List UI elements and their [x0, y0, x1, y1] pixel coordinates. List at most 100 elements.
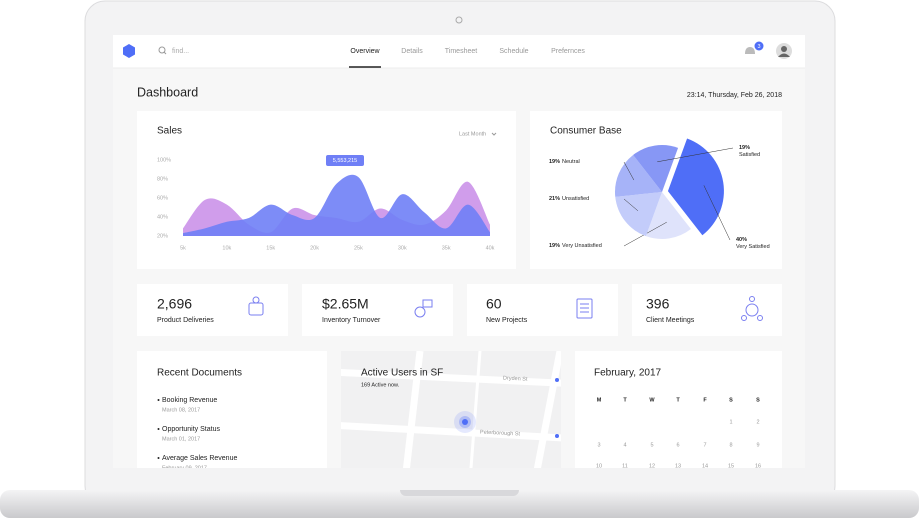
calendar-day[interactable]: 3: [597, 442, 600, 448]
calendar-day[interactable]: 16: [755, 463, 761, 469]
stat-label: Client Meetings: [646, 317, 695, 324]
sales-card: [137, 111, 516, 269]
calendar-day[interactable]: 1: [729, 419, 732, 425]
calendar-day[interactable]: 12: [649, 463, 655, 469]
x-tick-label: 5k: [180, 245, 186, 251]
search-input[interactable]: find...: [172, 48, 189, 55]
search-icon: [163, 51, 167, 55]
nav-tab[interactable]: Schedule: [499, 48, 528, 55]
calendar-card: [575, 351, 782, 468]
base-notch: [400, 490, 519, 496]
calendar-day[interactable]: 5: [650, 442, 653, 448]
card-title: February, 2017: [594, 368, 662, 379]
meetings-icon: [745, 303, 759, 317]
calendar-day[interactable]: 10: [596, 463, 602, 469]
stat-card: [467, 284, 618, 336]
pie-label: 21% Unsatisfied: [549, 196, 589, 202]
pie-value-label: 19%: [739, 145, 750, 151]
calendar-day[interactable]: 7: [703, 442, 706, 448]
projects-icon: [576, 298, 593, 319]
nav-tab[interactable]: Details: [401, 48, 423, 55]
pie-label: 40% Very Satisfied: [736, 237, 770, 250]
pie-category: Neutral: [562, 159, 580, 165]
nav-tab[interactable]: Overview: [350, 48, 380, 55]
street: [469, 351, 482, 468]
pie-category: Very Unsatisfied: [562, 243, 602, 249]
pie-slice: [615, 154, 662, 197]
x-tick-label: 30k: [398, 245, 407, 251]
calendar-day[interactable]: 8: [729, 442, 732, 448]
pie-category: Satisfied: [739, 152, 760, 158]
user-cluster[interactable]: [462, 419, 468, 425]
weekday: F: [703, 397, 707, 403]
nav-tab[interactable]: Timesheet: [445, 48, 477, 55]
calendar-day[interactable]: 11: [622, 463, 628, 469]
street-label: Dryden St: [503, 375, 528, 382]
x-tick-label: 15k: [266, 245, 275, 251]
card-title: Recent Documents: [157, 368, 242, 379]
stat-card: [302, 284, 453, 336]
x-tick-label: 40k: [486, 245, 495, 251]
document-date: February 09, 2017: [162, 465, 207, 471]
dashboard: find... Overview Details Timesheet Schedule P…: [113, 35, 805, 471]
street: [533, 351, 561, 468]
dropdown-chevron[interactable]: [491, 132, 497, 136]
calendar-day[interactable]: 14: [702, 463, 708, 469]
turnover-icon: [422, 299, 433, 308]
page-title: Dashboard: [137, 85, 198, 99]
datetime: 23:14, Thursday, Feb 26, 2018: [687, 92, 782, 99]
map-marker: [555, 378, 559, 382]
documents-card: [137, 351, 327, 468]
document-date: March 08, 2017: [162, 407, 200, 413]
pie-value-label: 40%: [736, 237, 747, 243]
tooltip: [326, 155, 364, 166]
nav-tab[interactable]: Prefernces: [551, 48, 585, 55]
map-streets: [341, 351, 561, 468]
nav-bar: [113, 35, 805, 68]
calendar-day[interactable]: 9: [756, 442, 759, 448]
bullet: [157, 457, 160, 459]
stat-value: 2,696: [157, 296, 192, 312]
map-marker: [555, 434, 559, 438]
meetings-icon: [757, 315, 763, 321]
search-icon: [158, 46, 166, 54]
delivery-icon: [252, 296, 260, 304]
calendar-day[interactable]: 15: [728, 463, 734, 469]
x-tick-label: 25k: [354, 245, 363, 251]
stat-card: [632, 284, 782, 336]
document-name[interactable]: Booking Revenue: [162, 397, 217, 404]
pie-label: 19% Satisfied: [739, 145, 760, 158]
tooltip-value: 5,553,215: [333, 158, 357, 164]
weekday: T: [623, 397, 627, 403]
pie-value-label: 21%: [549, 196, 560, 202]
pie-category: Very Satisfied: [736, 244, 770, 250]
y-tick-label: 20%: [157, 233, 168, 239]
period-select[interactable]: Last Month: [459, 131, 486, 137]
logo[interactable]: [123, 44, 135, 58]
weekday: S: [729, 397, 733, 403]
y-tick-label: 100%: [157, 157, 171, 163]
x-tick-label: 35k: [442, 245, 451, 251]
map-card: [341, 351, 561, 468]
document-name[interactable]: Average Sales Revenue: [162, 455, 237, 462]
weekday: M: [597, 397, 602, 403]
content: find... Overview Details Timesheet Schedule P…: [137, 44, 782, 471]
calendar-day[interactable]: 13: [675, 463, 681, 469]
stat-label: Inventory Turnover: [322, 317, 381, 324]
turnover-icon: [414, 306, 426, 318]
calendar-day[interactable]: 4: [623, 442, 626, 448]
street-label: Peterborough St: [480, 429, 521, 437]
laptop-base: [0, 490, 919, 518]
calendar-day[interactable]: 6: [676, 442, 679, 448]
document-name[interactable]: Opportunity Status: [162, 426, 220, 433]
stat-label: Product Deliveries: [157, 317, 214, 324]
pie-value-label: 19%: [549, 243, 560, 249]
card-title: Active Users in SF: [361, 368, 443, 379]
weekday: W: [649, 397, 655, 403]
pie-label: 19% Very Unsatisfied: [549, 243, 602, 249]
calendar-day[interactable]: 2: [756, 419, 759, 425]
bell-icon[interactable]: [745, 47, 755, 54]
area-series: [183, 174, 490, 236]
